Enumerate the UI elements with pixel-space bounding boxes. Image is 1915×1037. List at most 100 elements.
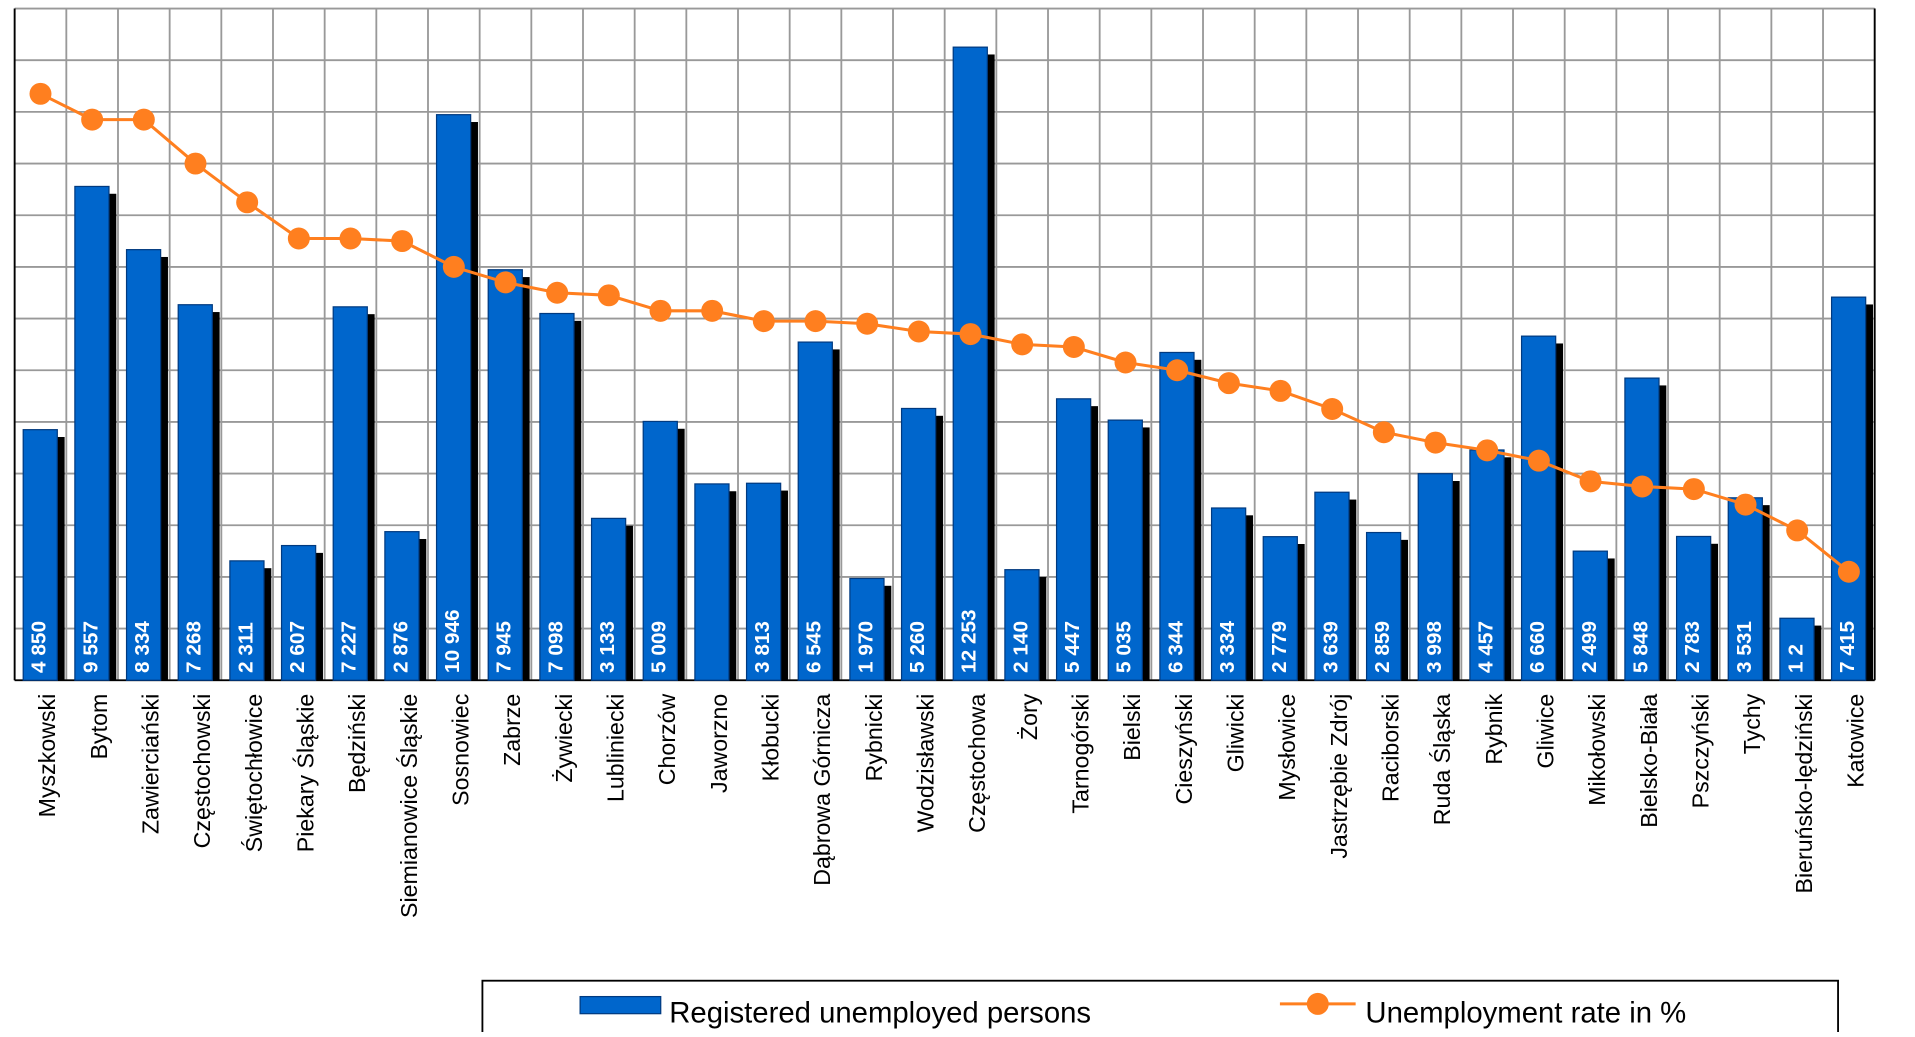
bar (745, 482, 782, 681)
bar (642, 420, 678, 681)
x-tick-label: Jaworzno (706, 694, 732, 793)
line-marker (856, 312, 879, 335)
x-tick-label: Bielski (1119, 694, 1145, 761)
bar (177, 304, 213, 681)
line-marker (701, 299, 724, 322)
data-label: 1 970 (854, 621, 877, 673)
x-tick-label: Częstochowski (189, 694, 215, 849)
data-label: 2 499 (1578, 621, 1601, 673)
data-label: 4 457 (1474, 621, 1497, 673)
line-marker (597, 284, 620, 307)
x-tick-label: Żywiecki (551, 694, 577, 783)
bar (1520, 335, 1557, 681)
line-marker (1786, 519, 1809, 542)
x-tick-label: Tychy (1739, 693, 1765, 754)
x-tick-label: Lubliniecki (603, 694, 629, 802)
bar (849, 577, 885, 681)
line-marker (804, 310, 827, 333)
line-marker (339, 227, 362, 250)
line-marker (1321, 398, 1344, 420)
bar (1779, 617, 1815, 681)
line-marker (1166, 359, 1189, 382)
line-marker (752, 310, 775, 333)
data-label: 10 946 (441, 609, 464, 672)
data-label: 2 607 (286, 621, 309, 673)
data-label: 2 783 (1681, 621, 1704, 673)
bar (1469, 449, 1505, 681)
line-marker (1837, 560, 1860, 583)
bar (900, 407, 937, 681)
data-label: 5 035 (1113, 621, 1136, 673)
line-marker (546, 281, 569, 304)
bar (1830, 296, 1867, 681)
data-label: 2 859 (1371, 621, 1394, 673)
x-tick-label: Bieruńsko-lędziński (1791, 694, 1817, 894)
line-marker (1062, 335, 1085, 358)
line-marker (1734, 493, 1757, 516)
x-tick-label: Zabrze (499, 694, 525, 766)
bar (694, 483, 730, 681)
line-marker (132, 108, 155, 131)
line-marker (959, 323, 982, 346)
x-tick-label: Myszkowski (34, 694, 60, 818)
x-tick-label: Dąbrowa Górnicza (809, 694, 835, 886)
bar (384, 531, 420, 681)
data-label: 5 009 (648, 621, 671, 673)
bar (952, 46, 988, 681)
data-label: 4 850 (28, 621, 51, 673)
bar (1417, 473, 1453, 681)
x-tick-label: Świętochłowice (240, 694, 267, 853)
bar (1624, 377, 1660, 681)
line-marker (1011, 333, 1034, 356)
data-label: 3 639 (1319, 621, 1342, 673)
data-label: 8 334 (131, 621, 154, 673)
legend-marker (1306, 992, 1329, 1015)
bar (1159, 351, 1195, 681)
bar (487, 269, 523, 681)
x-tick-label: Sosnowiec (448, 694, 474, 806)
line-marker (1682, 478, 1705, 501)
data-label: 6 545 (803, 621, 826, 673)
data-label: 7 227 (338, 621, 361, 673)
bar (1262, 536, 1298, 681)
bar (1004, 569, 1040, 681)
bar (125, 249, 162, 681)
data-label: 3 813 (751, 621, 774, 673)
bar (1365, 531, 1402, 681)
line-marker (494, 271, 517, 294)
data-label: 3 133 (596, 621, 619, 673)
legend-swatch (579, 995, 662, 1015)
x-tick-label: Gliwicki (1223, 694, 1249, 773)
line-marker (29, 82, 52, 105)
x-tick-label: Żory (1016, 693, 1042, 740)
x-tick-label: Raciborski (1378, 694, 1404, 802)
bar (1210, 507, 1247, 681)
line-marker (1631, 475, 1654, 498)
x-tick-label: Ruda Śląska (1428, 694, 1455, 826)
line-marker (81, 108, 104, 131)
line-marker (1372, 421, 1395, 444)
bar (1675, 535, 1712, 681)
legend-label: Registered unemployed persons (669, 997, 1091, 1030)
data-label: 2 311 (234, 622, 257, 673)
x-tick-label: Wodzisławski (913, 694, 939, 833)
data-label: 3 334 (1216, 621, 1239, 673)
data-label: 2 140 (1009, 621, 1032, 673)
bar (1107, 419, 1143, 681)
data-label: 12 253 (958, 609, 981, 672)
line-marker (287, 227, 310, 250)
bar (590, 517, 627, 681)
line-marker (1527, 449, 1550, 472)
data-label: 7 415 (1836, 621, 1859, 673)
x-tick-label: Katowice (1843, 694, 1869, 788)
data-label: 9 557 (79, 621, 102, 673)
data-label: 7 268 (183, 621, 206, 673)
x-tick-label: Piekary Śląskie (292, 694, 319, 853)
line-marker (1217, 372, 1240, 395)
data-label: 2 779 (1268, 621, 1291, 673)
data-label: 2 876 (389, 621, 412, 673)
x-tick-label: Gliwice (1533, 694, 1559, 769)
data-label: 3 998 (1423, 621, 1446, 673)
line-marker (1269, 379, 1292, 402)
x-tick-label: Mikołowski (1584, 694, 1610, 806)
